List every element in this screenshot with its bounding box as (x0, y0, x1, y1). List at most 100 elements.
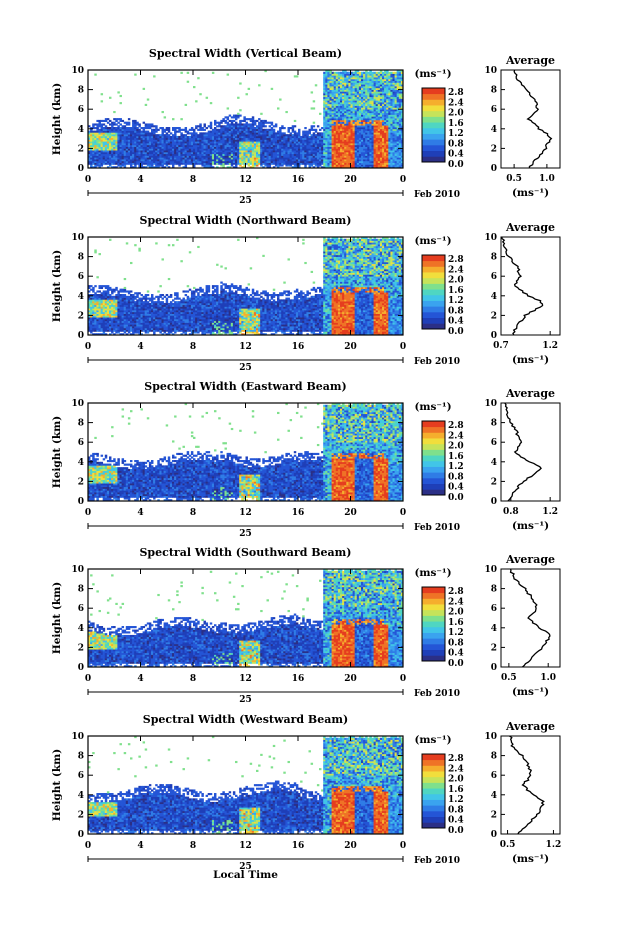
heatmap-cell (163, 157, 167, 160)
heatmap-cell (287, 155, 290, 158)
heatmap-cell (266, 150, 269, 153)
heatmap-cell (321, 160, 324, 163)
heatmap-cell (228, 157, 232, 160)
heatmap-cell (321, 146, 324, 149)
heatmap-cell (258, 157, 261, 160)
heatmap-cell (211, 146, 215, 149)
heatmap-cell (266, 121, 269, 124)
heatmap-cell (304, 155, 307, 158)
heatmap-cell (258, 141, 261, 144)
heatmap-cell (125, 151, 129, 155)
heatmap-cell (169, 143, 173, 146)
heatmap-cell (237, 162, 240, 165)
heatmap-cell (203, 144, 206, 147)
heatmap-cell (180, 157, 183, 160)
heatmap-cell (316, 164, 320, 167)
heatmap-cell (260, 135, 263, 139)
heatmap-cell (285, 134, 288, 137)
heatmap-cell (132, 157, 135, 160)
heatmap-cell (182, 155, 185, 158)
heatmap-cell (140, 130, 143, 133)
heatmap-cell (197, 77, 200, 80)
heatmap-cell (127, 118, 131, 121)
heatmap-cell (308, 135, 311, 139)
heatmap-cell (249, 148, 253, 151)
heatmap-cell (226, 135, 230, 139)
heatmap-cell (146, 159, 150, 162)
heatmap-cell (266, 146, 269, 149)
heatmap-cell (241, 150, 244, 153)
heatmap-cell (211, 137, 215, 140)
heatmap-cell (163, 137, 167, 140)
heatmap-cell (172, 150, 175, 153)
heatmap-cell (216, 135, 219, 139)
heatmap-cell (237, 143, 240, 146)
heatmap-cell (279, 130, 282, 133)
heatmap-cell (279, 137, 282, 140)
heatmap-cell (172, 134, 175, 137)
heatmap-cell (239, 137, 242, 140)
heatmap-cell (306, 148, 309, 151)
heatmap-cell (121, 141, 125, 144)
heatmap-cell (281, 139, 284, 142)
heatmap-cell (316, 155, 320, 158)
heatmap-cell (256, 151, 259, 155)
heatmap-cell (106, 135, 110, 139)
heatmap-cell (100, 160, 104, 163)
heatmap-cell (298, 139, 301, 142)
heatmap-cell (151, 125, 154, 128)
heatmap-cell (224, 160, 227, 163)
heatmap-cell (106, 159, 110, 162)
heatmap-cell (256, 130, 259, 133)
heatmap-cell (102, 160, 106, 163)
heatmap-cell (148, 159, 152, 162)
heatmap-cell (247, 164, 251, 167)
heatmap-cell (235, 123, 238, 126)
heatmap-cell (174, 135, 177, 139)
heatmap-cell (245, 137, 248, 140)
heatmap-cell (316, 134, 320, 137)
heatmap-cell (111, 159, 114, 162)
heatmap-cell (96, 276, 99, 279)
heatmap-cell (190, 139, 194, 142)
heatmap-cell (211, 144, 215, 147)
y-tick-label: 2 (78, 144, 84, 154)
heatmap-cell (144, 166, 148, 169)
heatmap-cell (203, 160, 206, 163)
heatmap-cell (230, 139, 234, 142)
heatmap-cell (155, 166, 158, 169)
heatmap-cell (132, 121, 135, 124)
heatmap-cell (186, 144, 190, 147)
heatmap-cell (272, 144, 276, 147)
heatmap-cell (94, 160, 97, 163)
heatmap-cell (247, 134, 251, 137)
heatmap-cell (92, 141, 95, 144)
heatmap-cell (115, 159, 118, 162)
heatmap-cell (230, 151, 234, 155)
heatmap-cell (207, 164, 211, 167)
heatmap-cell (283, 137, 286, 140)
heatmap-cell (134, 157, 137, 160)
heatmap-cell (197, 128, 200, 131)
heatmap-cell (220, 130, 223, 133)
heatmap-cell (220, 144, 223, 147)
heatmap-cell (104, 143, 108, 146)
heatmap-cell (125, 139, 129, 142)
heatmap-cell (293, 148, 297, 151)
heatmap-cell (243, 141, 246, 144)
heatmap-cell (138, 164, 141, 167)
heatmap-cell (218, 135, 221, 139)
heatmap-cell (174, 150, 177, 153)
heatmap-cell (104, 148, 108, 151)
heatmap-cell (279, 139, 282, 142)
heatmap-cell (132, 148, 135, 151)
heatmap-cell (148, 160, 152, 163)
heatmap-cell (220, 127, 223, 130)
heatmap-cell (169, 135, 173, 139)
heatmap-cell (136, 151, 139, 155)
heatmap-cell (277, 132, 280, 135)
heatmap-cell (319, 144, 322, 147)
heatmap-cell (88, 139, 91, 142)
heatmap-cell (279, 135, 282, 139)
heatmap-cell (268, 148, 272, 151)
